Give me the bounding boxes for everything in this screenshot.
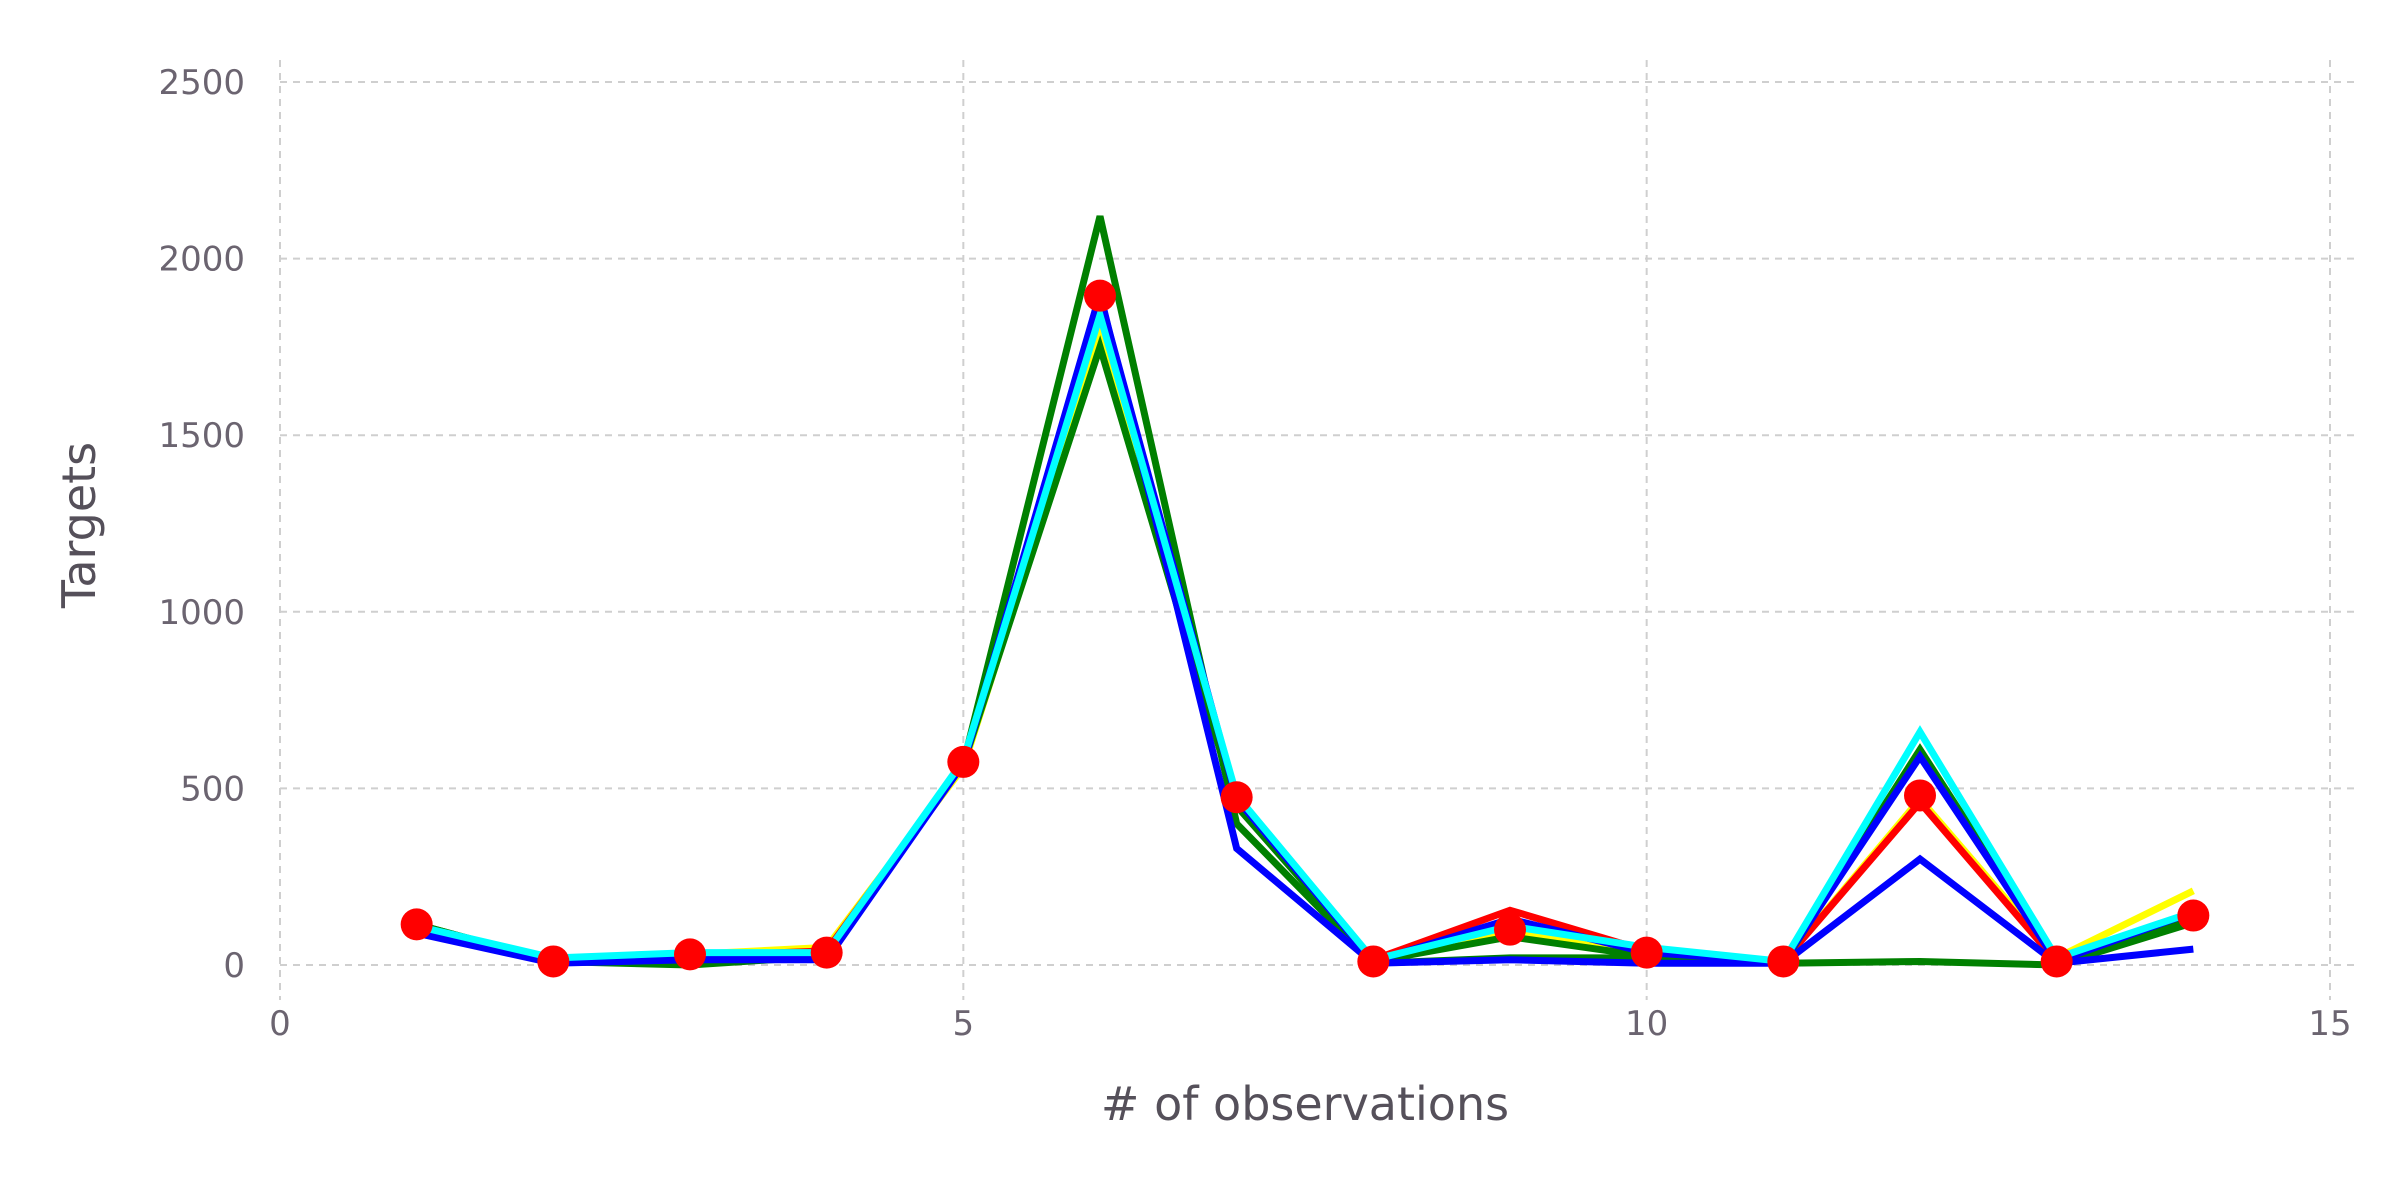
- x-tick-label: 10: [1625, 1004, 1668, 1044]
- data-markers: [400, 279, 2210, 978]
- y-tick-label: 0: [223, 946, 245, 986]
- data-point: [1494, 913, 1526, 946]
- data-point: [1220, 781, 1253, 814]
- tick-labels: 0 5 10 15 0 500 1000 1500 2000 2500: [158, 63, 2351, 1044]
- data-point: [1630, 936, 1663, 969]
- y-tick-label: 2000: [158, 240, 245, 280]
- series-line: [415, 280, 2194, 967]
- data-point: [1904, 779, 1936, 812]
- data-point: [947, 745, 980, 778]
- x-tick-label: 15: [2308, 1004, 2351, 1044]
- series-line: [415, 335, 2195, 967]
- grid-lines: [279, 60, 2355, 1000]
- data-point: [400, 908, 433, 941]
- data-point: [2177, 899, 2210, 932]
- x-axis-label: # of observations: [1101, 1077, 1509, 1131]
- data-point: [810, 936, 843, 969]
- x-tick-label: 5: [953, 1004, 975, 1044]
- series-line: [415, 302, 2195, 966]
- data-point: [1767, 945, 1800, 978]
- y-tick-label: 500: [180, 769, 245, 809]
- y-axis-label: Targets: [52, 442, 106, 609]
- y-tick-label: 1500: [158, 416, 245, 456]
- x-tick-label: 0: [269, 1004, 291, 1044]
- data-point: [1357, 945, 1390, 978]
- data-point: [2040, 945, 2073, 978]
- data-point: [537, 945, 570, 978]
- data-point: [674, 938, 706, 971]
- y-tick-label: 1000: [158, 593, 245, 633]
- series-lines: [415, 215, 2195, 969]
- y-tick-label: 2500: [158, 63, 245, 103]
- series-line: [415, 215, 2195, 969]
- data-point: [1084, 279, 1116, 312]
